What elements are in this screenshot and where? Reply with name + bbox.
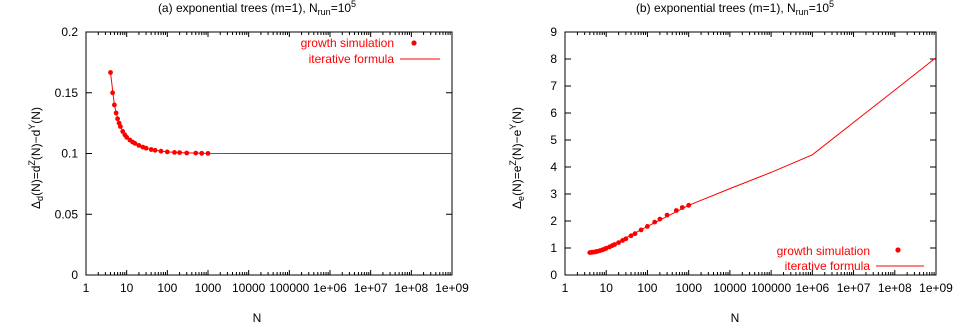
chart-b-growth-simulation-point bbox=[628, 233, 634, 239]
chart-a-legend: growth simulation iterative formula bbox=[301, 36, 440, 66]
chart-b-y-tick-label: 4 bbox=[550, 160, 557, 174]
chart-a-y-tick-label: 0.1 bbox=[61, 147, 78, 161]
chart-a-title: (a) exponential trees (m=1), Nrun=105 bbox=[158, 0, 356, 17]
chart-b-growth-simulation-point bbox=[612, 242, 617, 247]
chart-a-x-tick-label: 100000 bbox=[269, 281, 309, 295]
chart-b-x-tick-label: 10000 bbox=[713, 281, 747, 295]
chart-a-growth-simulation-point bbox=[193, 150, 199, 156]
chart-a-x-tick-label: 1e+09 bbox=[435, 281, 469, 295]
chart-b-x-tick-label: 1e+09 bbox=[919, 281, 953, 295]
chart-a-growth-simulation-point bbox=[148, 147, 154, 152]
chart-b-x-tick-label: 1000 bbox=[675, 281, 702, 295]
chart-a-growth-simulation-point bbox=[115, 116, 120, 122]
chart-b-y-tick-label: 5 bbox=[550, 133, 557, 147]
chart-a-legend-iterative-formula: iterative formula bbox=[309, 52, 395, 66]
chart-a-legend-growth-simulation: growth simulation bbox=[301, 36, 394, 50]
chart-a-legend-point-marker bbox=[411, 40, 417, 46]
chart-a-growth-simulation-point bbox=[152, 147, 158, 153]
chart-a-growth-simulation-point bbox=[113, 110, 119, 116]
chart-a-y-tick-label: 0 bbox=[71, 268, 78, 282]
chart-b-x-axis-label: N bbox=[731, 311, 740, 325]
chart-b-x-tick-label: 10 bbox=[600, 281, 614, 295]
chart-a-growth-simulation-point bbox=[108, 70, 113, 75]
chart-a-x-tick-label: 1e+06 bbox=[313, 281, 347, 295]
chart-b-legend: growth simulation iterative formula bbox=[777, 244, 924, 273]
chart-b-x-tick-label: 100 bbox=[637, 281, 657, 295]
chart-b-y-tick-label: 6 bbox=[550, 106, 557, 120]
chart-b-x-tick-label: 1 bbox=[562, 281, 569, 295]
chart-b-legend-growth-simulation: growth simulation bbox=[777, 244, 870, 258]
chart-a-y-axis-label: Δd(N)=dZ(N)−dY(N) bbox=[27, 107, 45, 209]
chart-b-y-tick-label: 8 bbox=[550, 52, 557, 66]
chart-b-growth-simulation-point bbox=[686, 202, 692, 208]
chart-b-y-tick-label: 2 bbox=[550, 214, 557, 228]
chart-a-growth-simulation-point bbox=[124, 134, 130, 140]
chart-a-growth-simulation-point bbox=[118, 124, 123, 129]
chart-b-x-tick-label: 1e+06 bbox=[795, 281, 829, 295]
chart-a-x-axis-label: N bbox=[253, 311, 262, 325]
chart-b-y-axis-label: Δe(N)=eZ(N)−eY(N) bbox=[508, 107, 526, 209]
chart-b-growth-simulation-point bbox=[638, 227, 644, 233]
chart-a-growth-simulation-point bbox=[184, 150, 190, 156]
chart-b-y-tick-label: 3 bbox=[550, 187, 557, 201]
chart-a-growth-simulation-point bbox=[110, 90, 115, 96]
chart-a-growth-simulation-point bbox=[177, 150, 183, 156]
chart-a-x-tick-label: 1e+07 bbox=[354, 281, 388, 295]
chart-a-y-tick-label: 0.15 bbox=[55, 86, 79, 100]
chart-a-series-iterative-formula-line bbox=[110, 72, 452, 154]
chart-a-growth-simulation-point bbox=[143, 145, 149, 151]
chart-a-x-tick-label: 100 bbox=[157, 281, 177, 295]
chart-a-y-tick-label: 0.2 bbox=[61, 25, 78, 39]
chart-b-legend-iterative-formula: iterative formula bbox=[785, 259, 871, 273]
chart-b-growth-simulation-point bbox=[679, 205, 685, 210]
chart-a-x-tick-label: 10000 bbox=[232, 281, 266, 295]
chart-a-growth-simulation-point bbox=[172, 150, 177, 155]
chart-b-x-tick-label: 1e+07 bbox=[837, 281, 871, 295]
chart-a-growth-simulation-point bbox=[158, 148, 164, 154]
chart-b-y-tick-label: 1 bbox=[550, 241, 557, 255]
chart-a-x-tick-label: 10 bbox=[120, 281, 134, 295]
chart-b-x-tick-label: 1e+08 bbox=[878, 281, 912, 295]
chart-a-x-tick-label: 1e+08 bbox=[394, 281, 428, 295]
chart-b-growth-simulation-point bbox=[673, 208, 679, 213]
chart-b-x-tick-label: 100000 bbox=[751, 281, 791, 295]
chart-b-growth-simulation-point bbox=[616, 240, 621, 246]
chart-b-legend-point-marker bbox=[895, 247, 901, 253]
chart-b-growth-simulation-point bbox=[645, 224, 650, 229]
chart-a-x-tick-label: 1 bbox=[83, 281, 90, 295]
chart-b-growth-simulation-point bbox=[664, 212, 670, 218]
chart-a-growth-simulation-point bbox=[164, 149, 170, 155]
chart-b-y-tick-label: 9 bbox=[550, 25, 557, 39]
chart-b-growth-simulation-point bbox=[652, 219, 658, 225]
chart-b-title: (b) exponential trees (m=1), Nrun=105 bbox=[636, 0, 834, 17]
chart-b: (b) exponential trees (m=1), Nrun=105 N … bbox=[508, 0, 953, 325]
chart-a-growth-simulation-point bbox=[205, 151, 211, 156]
chart-b-y-tick-label: 7 bbox=[550, 79, 557, 93]
chart-b-y-tick-label: 0 bbox=[550, 268, 557, 282]
chart-a-growth-simulation-point bbox=[136, 143, 142, 148]
chart-b-growth-simulation-point bbox=[632, 231, 638, 237]
chart-b-series-iterative-formula-line bbox=[589, 57, 937, 254]
chart-b-plot-frame bbox=[564, 31, 937, 276]
chart-a-x-tick-label: 1000 bbox=[195, 281, 222, 295]
chart-b-growth-simulation-point bbox=[623, 236, 629, 242]
chart-a-growth-simulation-point bbox=[112, 102, 117, 108]
chart-a-growth-simulation-point bbox=[132, 141, 138, 146]
chart-a: (a) exponential trees (m=1), Nrun=105 N … bbox=[27, 0, 469, 325]
chart-b-growth-simulation-point bbox=[657, 216, 663, 222]
chart-a-growth-simulation-point bbox=[199, 150, 205, 156]
chart-a-y-tick-label: 0.05 bbox=[55, 207, 79, 221]
